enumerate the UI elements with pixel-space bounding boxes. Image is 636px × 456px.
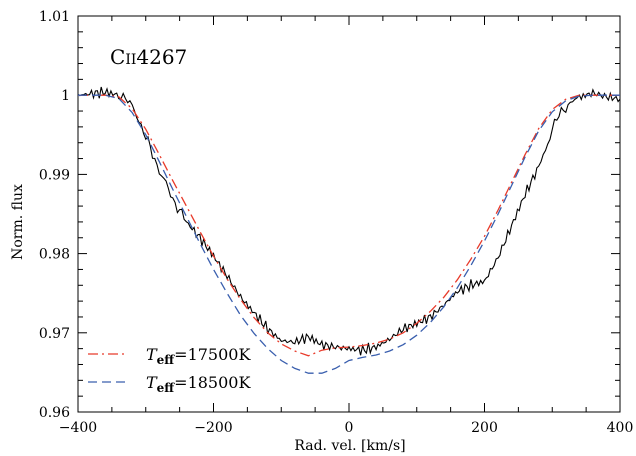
legend-T: T bbox=[146, 373, 158, 392]
x-axis-label: Rad. vel. [km/s] bbox=[294, 438, 405, 454]
y-tick-label: 0.98 bbox=[39, 247, 70, 263]
annotation-ion: II bbox=[125, 52, 136, 68]
legend-T: T bbox=[146, 345, 158, 364]
x-tick-label: 0 bbox=[345, 420, 354, 436]
legend-label-0: Teff=17500K bbox=[146, 345, 251, 367]
y-tick-label: 1.01 bbox=[39, 9, 70, 25]
y-tick-label: 0.99 bbox=[39, 167, 70, 183]
legend-label-1: Teff=18500K bbox=[146, 373, 251, 395]
model-line-2 bbox=[78, 94, 620, 374]
annotation-element: C bbox=[110, 45, 125, 69]
y-tick-label: 1 bbox=[61, 88, 70, 104]
x-tick-label: −200 bbox=[194, 420, 232, 436]
legend-value: =17500K bbox=[174, 345, 251, 364]
annotation-wavelength: 4267 bbox=[136, 45, 187, 69]
x-tick-label: 200 bbox=[471, 420, 498, 436]
legend-sub: eff bbox=[157, 353, 176, 367]
axes: −400 −200 0 200 400 0.96 0.97 0.98 0.99 1 1.01 bbox=[39, 9, 634, 436]
y-tick-label: 0.96 bbox=[39, 405, 70, 421]
model-line-1 bbox=[78, 94, 620, 357]
x-tick-label: 400 bbox=[607, 420, 634, 436]
y-tick-label: 0.97 bbox=[39, 326, 70, 342]
line-annotation: CII4267 bbox=[110, 45, 187, 69]
legend-value: =18500K bbox=[174, 373, 251, 392]
legend-sub: eff bbox=[157, 381, 176, 395]
x-tick-label: −400 bbox=[59, 420, 97, 436]
plot-lines bbox=[77, 86, 621, 374]
observed-spectrum-line bbox=[77, 86, 621, 356]
y-axis-label: Norm. flux bbox=[10, 184, 26, 260]
